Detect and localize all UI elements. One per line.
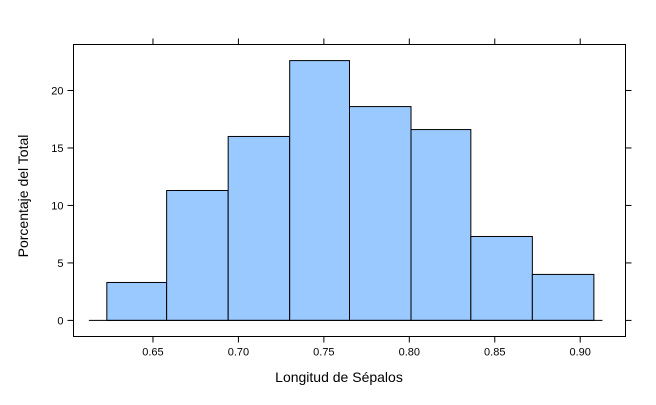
y-tick-label: 20 <box>51 85 63 97</box>
bars-group <box>106 60 595 321</box>
x-axis-ticks: 0.65 0.70 0.75 0.80 0.85 0.90 <box>142 38 591 359</box>
histogram-bar <box>410 129 472 321</box>
x-tick-label: 0.80 <box>399 347 420 359</box>
x-tick-label: 0.65 <box>142 347 163 359</box>
y-axis-ticks: 0 5 10 15 20 <box>51 85 632 327</box>
histogram-bar <box>166 190 229 321</box>
y-tick-label: 10 <box>51 200 63 212</box>
x-tick-label: 0.85 <box>484 347 505 359</box>
x-tick-label: 0.75 <box>313 347 334 359</box>
histogram-bar <box>349 106 412 321</box>
y-tick-label: 0 <box>57 315 63 327</box>
x-axis-title: Longitud de Sépalos <box>275 369 403 385</box>
x-tick-label: 0.70 <box>228 347 249 359</box>
histogram-bar <box>289 60 350 321</box>
x-tick-label: 0.90 <box>570 347 591 359</box>
histogram-bar <box>106 281 168 321</box>
y-tick-label: 15 <box>51 143 63 155</box>
histogram-bar <box>470 235 533 321</box>
y-axis-title: Porcentaje del Total <box>15 135 31 258</box>
histogram-bar <box>227 135 291 321</box>
histogram-bar <box>531 273 595 321</box>
y-tick-label: 5 <box>57 258 63 270</box>
plot-frame <box>73 44 626 337</box>
